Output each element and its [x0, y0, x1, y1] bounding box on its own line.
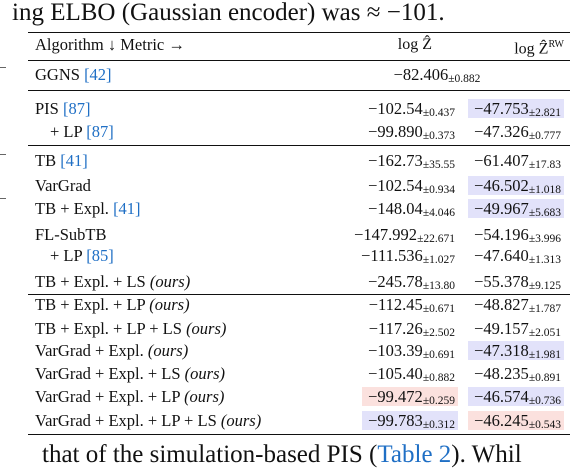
log-z-value: −117.26±2.502 [368, 319, 455, 339]
highlight-red: −99.472±0.259 [362, 387, 458, 407]
log-z-value: −102.54±0.934 [368, 176, 455, 196]
highlight-blue: −46.502±1.018 [468, 176, 564, 196]
table-row: TB [41] −162.73±35.55 −61.407±17.83 [28, 150, 570, 172]
log-z-value: −162.73±35.55 [368, 151, 455, 171]
citation-link[interactable]: [41] [60, 151, 88, 170]
log-z-value: −105.40±0.882 [368, 364, 455, 384]
algorithm-name: GGNS [42] [35, 65, 112, 84]
highlight-blue: −47.753±2.821 [468, 99, 564, 119]
algorithm-name: VarGrad + Expl. + LP + LS (ours) [35, 411, 262, 430]
citation-link[interactable]: [87] [62, 99, 91, 118]
algorithm-name: TB + Expl. + LP (ours) [35, 295, 190, 314]
citation-link[interactable]: [85] [86, 246, 114, 265]
group-rule [28, 90, 570, 91]
log-z-value: −148.04±4.046 [368, 199, 455, 219]
algorithm-name: TB + Expl. [41] [35, 199, 141, 218]
algorithm-name: VarGrad + Expl. + LS (ours) [35, 364, 226, 383]
highlight-blue: −49.967±5.683 [468, 199, 564, 219]
table-row: TB + Expl. + LP + LS (ours) −117.26±2.502… [28, 318, 570, 340]
table-reference-link[interactable]: Table 2 [377, 441, 452, 468]
intro-text: ing ELBO (Gaussian encoder) was ≈ −101. [12, 0, 445, 26]
highlight-blue: −99.783±0.312 [362, 411, 458, 431]
header-log-z: log Ẑ [397, 36, 432, 53]
log-z-rw-value: −46.574±0.736 [450, 386, 564, 408]
log-z-rw-value: −54.196±3.996 [474, 225, 561, 245]
algorithm-name: PIS [87] [35, 99, 91, 118]
log-z-value: −99.783±0.312 [310, 410, 458, 432]
log-z-value: −245.78±13.80 [368, 272, 455, 292]
log-z-value: −103.39±0.691 [368, 341, 455, 361]
log-z-rw-value: −61.407±17.83 [474, 151, 561, 171]
log-z-value: −99.472±0.259 [310, 386, 458, 408]
log-z-value: −147.992±22.671 [354, 225, 455, 245]
log-z-rw-value: −48.235±0.891 [474, 364, 561, 384]
algorithm-name: TB + Expl. + LP + LS (ours) [35, 319, 227, 338]
top-rule [28, 32, 570, 34]
citation-link[interactable]: [87] [86, 122, 114, 141]
citation-link[interactable]: [41] [113, 199, 141, 218]
header-rule [28, 60, 570, 61]
outro-text: that of the simulation-based PIS (Table … [42, 441, 522, 468]
log-z-rw-value: −48.827±1.787 [474, 295, 561, 315]
table-header: Algorithm ↓ Metric → log Ẑ log ẐRW [28, 34, 570, 58]
log-z-rw-value: −46.502±1.018 [450, 175, 564, 197]
log-z-value: −99.890±0.373 [368, 122, 455, 142]
algorithm-name: + LP [87] [50, 122, 114, 141]
table-row: + LP [85] −111.536±1.027 −47.640±1.313 [28, 245, 570, 267]
log-z-value: −112.45±0.671 [368, 295, 455, 315]
algorithm-name: TB + Expl. + LS (ours) [35, 272, 191, 291]
table-row: VarGrad + Expl. (ours) −103.39±0.691 −47.3… [28, 340, 570, 362]
table-row: VarGrad −102.54±0.934 −46.502±1.018 [28, 175, 570, 197]
table-row: FL-SubTB −147.992±22.671 −54.196±3.996 [28, 224, 570, 246]
margin-mark [0, 198, 6, 199]
log-z-rw-value: −47.753±2.821 [450, 98, 564, 120]
log-z-rw-value: −46.245±0.543 [450, 410, 564, 432]
log-z-value: −102.54±0.437 [368, 99, 455, 119]
margin-mark [0, 154, 6, 155]
log-z-value: −82.406±0.882 [393, 65, 481, 85]
log-z-value: −111.536±1.027 [361, 246, 455, 266]
table-row: PIS [87] −102.54±0.437 −47.753±2.821 [28, 98, 570, 120]
log-z-rw-value: −55.378±9.125 [474, 272, 561, 292]
algorithm-name: TB [41] [35, 151, 88, 170]
table-row: TB + Expl. + LS (ours) −245.78±13.80 −55.3… [28, 271, 570, 293]
citation-link[interactable]: [42] [84, 65, 112, 84]
algorithm-name: VarGrad + Expl. (ours) [35, 341, 189, 360]
table-row: VarGrad + Expl. + LP + LS (ours) −99.783±… [28, 410, 570, 432]
log-z-rw-value: −47.326±0.777 [474, 122, 561, 142]
highlight-red: −46.245±0.543 [468, 411, 564, 431]
table-row: GGNS [42] −82.406±0.882 [28, 64, 570, 86]
table-row: + LP [87] −99.890±0.373 −47.326±0.777 [28, 121, 570, 143]
algorithm-name: VarGrad + Expl. + LP (ours) [35, 387, 225, 406]
margin-mark [0, 67, 6, 68]
header-algorithm-metric: Algorithm ↓ Metric → [35, 35, 185, 54]
highlight-blue: −46.574±0.736 [468, 387, 564, 407]
algorithm-name: VarGrad [35, 176, 91, 195]
table-row: TB + Expl. + LP (ours) −112.45±0.671 −48.8… [28, 294, 570, 316]
bottom-rule [28, 434, 570, 436]
log-z-rw-value: −49.967±5.683 [450, 198, 564, 220]
group-rule [28, 294, 570, 295]
log-z-rw-value: −49.157±2.051 [474, 319, 561, 339]
log-z-rw-value: −47.318±1.981 [450, 340, 564, 362]
table-row: VarGrad + Expl. + LP (ours) −99.472±0.259… [28, 386, 570, 408]
table-row: TB + Expl. [41] −148.04±4.046 −49.967±5.68… [28, 198, 570, 220]
algorithm-name: + LP [85] [50, 246, 114, 265]
group-rule [28, 145, 570, 146]
highlight-blue: −47.318±1.981 [468, 341, 564, 361]
table-row: VarGrad + Expl. + LS (ours) −105.40±0.882… [28, 363, 570, 385]
algorithm-name: FL-SubTB [35, 225, 107, 244]
header-log-z-rw: log ẐRW [514, 39, 564, 58]
log-z-rw-value: −47.640±1.313 [474, 246, 561, 266]
